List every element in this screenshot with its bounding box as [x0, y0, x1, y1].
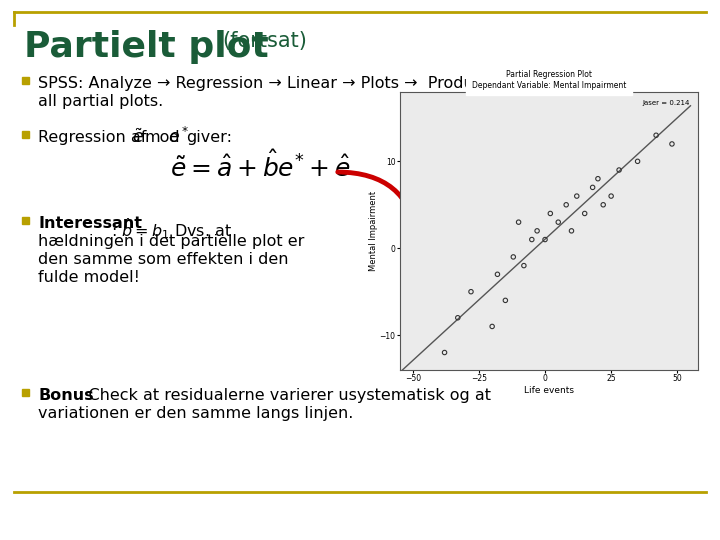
Text: hældningen i det partielle plot er: hældningen i det partielle plot er	[38, 234, 305, 249]
FancyBboxPatch shape	[22, 131, 29, 138]
Point	[566, 226, 577, 235]
Text: mod: mod	[145, 130, 181, 145]
Title: Partial Regression Plot
Dependant Variable: Mental Impairment: Partial Regression Plot Dependant Variab…	[472, 70, 626, 90]
Point	[613, 166, 625, 174]
Point	[544, 209, 556, 218]
FancyBboxPatch shape	[22, 388, 29, 395]
Point	[592, 174, 603, 183]
FancyArrowPatch shape	[338, 172, 420, 237]
Text: Interessant: Interessant	[38, 216, 142, 231]
Point	[465, 287, 477, 296]
Text: Bonus: Bonus	[38, 388, 94, 403]
Y-axis label: Mental Impairment: Mental Impairment	[369, 191, 378, 271]
Point	[508, 253, 519, 261]
Point	[587, 183, 598, 192]
Point	[526, 235, 538, 244]
Point	[666, 140, 678, 149]
Point	[492, 270, 503, 279]
Text: den samme som effekten i den: den samme som effekten i den	[38, 252, 289, 267]
Text: fulde model!: fulde model!	[38, 270, 140, 285]
FancyBboxPatch shape	[22, 77, 29, 84]
Point	[500, 296, 511, 305]
Point	[606, 192, 617, 200]
Point	[438, 348, 450, 357]
Point	[518, 261, 530, 270]
Text: $e^*$: $e^*$	[168, 127, 189, 147]
Text: (fortsat): (fortsat)	[222, 31, 307, 51]
Point	[571, 192, 582, 200]
Text: giver:: giver:	[186, 130, 232, 145]
Text: : Check at residualerne varierer usystematisk og at: : Check at residualerne varierer usystem…	[78, 388, 491, 403]
Text: Jaser = 0.214: Jaser = 0.214	[642, 100, 690, 106]
X-axis label: Life events: Life events	[524, 386, 574, 395]
Point	[513, 218, 524, 226]
Point	[531, 226, 543, 235]
Point	[632, 157, 644, 166]
Text: : $\hat{b} = b_1$ Dvs. at: : $\hat{b} = b_1$ Dvs. at	[111, 216, 232, 241]
Text: SPSS: Analyze → Regression → Linear → Plots →  Produce: SPSS: Analyze → Regression → Linear → Pl…	[38, 76, 492, 91]
Text: Partielt plot: Partielt plot	[24, 30, 269, 64]
Point	[452, 313, 464, 322]
Point	[539, 235, 551, 244]
Point	[552, 218, 564, 226]
FancyBboxPatch shape	[22, 217, 29, 224]
Point	[487, 322, 498, 331]
Text: $\tilde{e}$: $\tilde{e}$	[132, 129, 144, 147]
Text: Regression af: Regression af	[38, 130, 146, 145]
Text: all partial plots.: all partial plots.	[38, 94, 163, 109]
Text: $\tilde{e} = \hat{a} + \hat{b}e^{*} + \hat{e}$: $\tilde{e} = \hat{a} + \hat{b}e^{*} + \h…	[170, 150, 351, 181]
Point	[579, 209, 590, 218]
Point	[598, 200, 609, 209]
Point	[650, 131, 662, 139]
Text: variationen er den samme langs linjen.: variationen er den samme langs linjen.	[38, 406, 354, 421]
Point	[560, 200, 572, 209]
